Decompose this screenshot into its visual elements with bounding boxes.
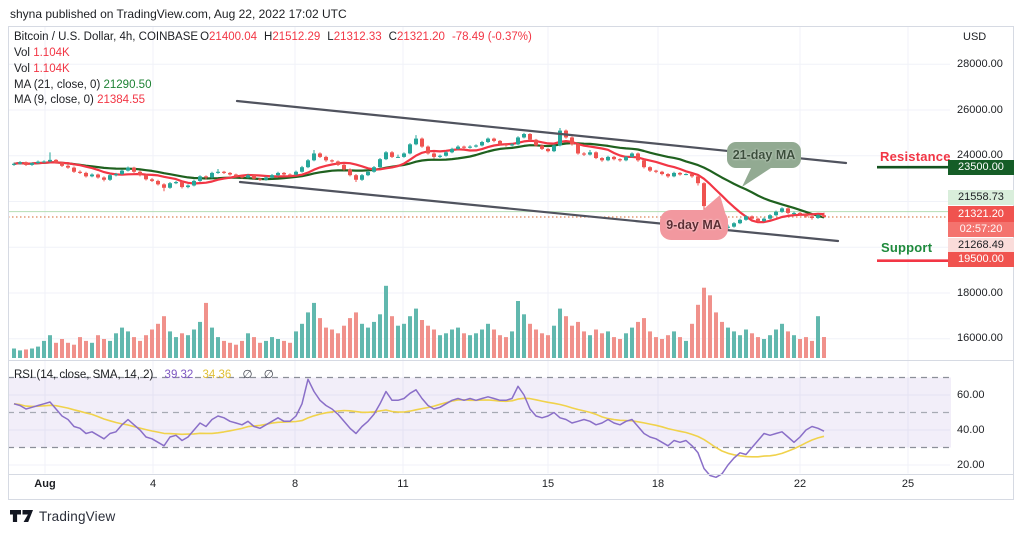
published-header: shyna published on TradingView.com, Aug … [10, 7, 347, 21]
time-axis-label: 8 [291, 478, 299, 490]
currency-label[interactable]: USD [963, 31, 987, 43]
last-price-badge: 21321.20 02:57:20 [948, 206, 1014, 237]
ohlc-values: O21400.04 H21512.29 L21312.33 C21321.20 [200, 31, 445, 43]
ohlc-value: 21321.20 [396, 31, 445, 43]
ma21-callout: 21-day MA [727, 142, 801, 168]
tradingview-logo-text: TradingView [39, 508, 116, 524]
ma9-line [13, 139, 825, 224]
ma21-value: 21290.50 [103, 79, 152, 91]
ma21-line [13, 142, 825, 219]
rsi-axis-label: 60.00 [957, 388, 985, 401]
resistance-label: Resistance [880, 149, 951, 164]
volume-value: 1.104K [33, 63, 70, 75]
rsi-axis-label: 40.00 [957, 423, 985, 436]
price-change: -78.49 (-0.37%) [451, 31, 532, 43]
rsi-line [13, 378, 825, 479]
ma21-label: MA (21, close, 0) [14, 79, 101, 91]
ohlc-key: L [327, 31, 334, 43]
support-price-badge: 19500.00 [948, 252, 1014, 267]
ma21-callout-tail [742, 166, 774, 187]
time-axis-label: 4 [149, 478, 157, 490]
volume-legend-row-1[interactable]: Vol 1.104K [14, 47, 70, 59]
low-price-badge: 21268.49 [948, 238, 1014, 252]
ohlc-key: C [388, 31, 397, 43]
rsi-empty-values: ∅ ∅ [242, 369, 278, 381]
rsi-sma-value: 34.36 [202, 369, 232, 381]
grid-lines [8, 27, 950, 474]
volume-legend-row-2[interactable]: Vol 1.104K [14, 63, 70, 75]
rsi-value: 39.32 [164, 369, 194, 381]
support-label: Support [881, 240, 933, 255]
time-axis-label: Aug [34, 478, 56, 490]
time-axis-label: 18 [651, 478, 665, 490]
symbol-legend-row[interactable]: Bitcoin / U.S. Dollar, 4h, COINBASE O2140… [14, 31, 532, 43]
volume-label: Vol [14, 47, 30, 59]
ma9-callout: 9-day MA [660, 210, 728, 240]
price-axis-label: 28000.00 [957, 57, 1003, 70]
last-price-value: 21321.20 [958, 208, 1004, 220]
tradingview-logo[interactable]: TradingView [9, 508, 116, 524]
time-axis-label: 22 [793, 478, 807, 490]
volume-label: Vol [14, 63, 30, 75]
volume-series [12, 285, 826, 358]
high-price-badge: 21558.73 [948, 190, 1014, 205]
rsi-label: RSI (14, close, SMA, 14, 2) [14, 369, 154, 381]
time-axis-label: 15 [541, 478, 555, 490]
time-axis-label: 25 [901, 478, 915, 490]
ma9-value: 21384.55 [97, 94, 146, 106]
price-axis-label: 24000.00 [957, 149, 1003, 162]
rsi-axis-label: 20.00 [957, 458, 985, 471]
ma21-legend-row[interactable]: MA (21, close, 0) 21290.50 [14, 79, 151, 91]
ma9-label: MA (9, close, 0) [14, 94, 94, 106]
ma9-legend-row[interactable]: MA (9, close, 0) 21384.55 [14, 94, 145, 106]
bar-countdown: 02:57:20 [948, 222, 1014, 237]
volume-value: 1.104K [33, 47, 70, 59]
ohlc-key: O [200, 31, 210, 43]
rsi-sma-line [13, 397, 825, 458]
price-axis-label: 26000.00 [957, 103, 1003, 116]
rsi-legend-row[interactable]: RSI (14, close, SMA, 14, 2) 39.32 34.36 … [14, 367, 278, 381]
time-axis-label: 11 [397, 478, 409, 490]
resistance-price-badge: 23500.00 [948, 160, 1014, 175]
ohlc-key: H [264, 31, 273, 43]
ohlc-value: 21400.04 [209, 31, 257, 43]
symbol-title: Bitcoin / U.S. Dollar, 4h, COINBASE [14, 31, 199, 43]
ohlc-value: 21512.29 [272, 31, 321, 43]
tradingview-logo-icon [10, 510, 33, 522]
ohlc-value: 21312.33 [333, 31, 382, 43]
price-axis-label: 16000.00 [957, 332, 1003, 345]
rsi-band [8, 377, 951, 448]
price-axis-label: 18000.00 [957, 286, 1003, 299]
